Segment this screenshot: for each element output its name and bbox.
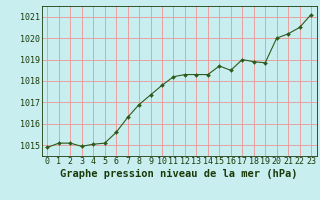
X-axis label: Graphe pression niveau de la mer (hPa): Graphe pression niveau de la mer (hPa) bbox=[60, 169, 298, 179]
